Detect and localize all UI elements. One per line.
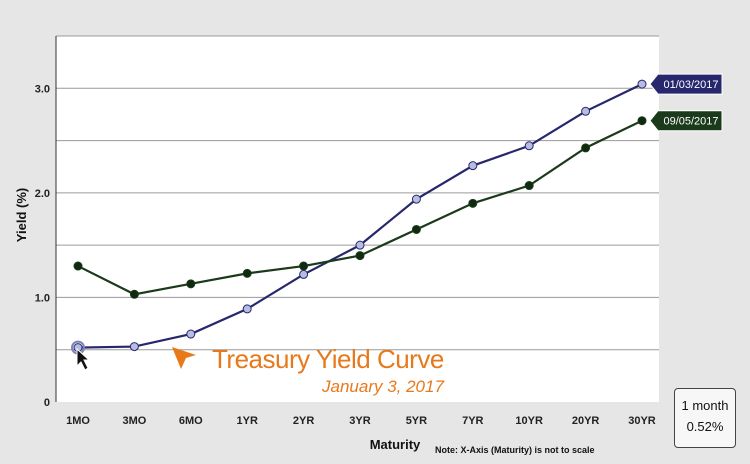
y-tick-label: 3.0 bbox=[35, 83, 50, 95]
data-point[interactable] bbox=[299, 269, 309, 279]
data-point[interactable] bbox=[468, 198, 478, 208]
data-point[interactable] bbox=[355, 240, 365, 250]
data-point[interactable] bbox=[468, 161, 478, 171]
data-point[interactable] bbox=[637, 116, 647, 126]
y-tick-label: 1.0 bbox=[35, 292, 50, 304]
data-point[interactable] bbox=[524, 141, 534, 151]
orange-arrow-icon bbox=[172, 347, 196, 369]
data-point[interactable] bbox=[355, 251, 365, 261]
overlay-subtitle: January 3, 2017 bbox=[321, 377, 444, 396]
data-point[interactable] bbox=[581, 143, 591, 153]
x-tick-label: 1YR bbox=[236, 415, 257, 427]
value-readout: 1 month 0.52% bbox=[674, 388, 736, 448]
series-2 bbox=[73, 116, 647, 299]
x-tick-label: 30YR bbox=[628, 415, 656, 427]
series-tags: 01/03/2017 09/05/2017 bbox=[649, 73, 723, 132]
y-tick-label: 0 bbox=[44, 397, 50, 409]
x-tick-label: 10YR bbox=[515, 415, 543, 427]
data-point[interactable] bbox=[129, 289, 139, 299]
x-tick-label: 2YR bbox=[293, 415, 314, 427]
data-point[interactable] bbox=[186, 329, 196, 339]
series-tag-label: 09/05/2017 bbox=[663, 116, 718, 128]
y-tick-labels: 0 1.0 2.0 3.0 bbox=[35, 83, 50, 409]
x-tick-label: 1MO bbox=[66, 415, 90, 427]
data-point[interactable] bbox=[242, 304, 252, 314]
data-point[interactable] bbox=[186, 279, 196, 289]
series-tag: 09/05/2017 bbox=[649, 110, 723, 132]
readout-value: 0.52% bbox=[686, 419, 724, 434]
x-tick-label: 20YR bbox=[572, 415, 600, 427]
data-point[interactable] bbox=[411, 224, 421, 234]
data-point[interactable] bbox=[242, 268, 252, 278]
x-tick-label: 6MO bbox=[179, 415, 203, 427]
x-tick-label: 3MO bbox=[122, 415, 146, 427]
axis-note: Note: X-Axis (Maturity) is not to scale bbox=[435, 445, 595, 455]
y-axis-title: Yield (%) bbox=[14, 188, 29, 242]
series-1 bbox=[73, 79, 647, 353]
data-point[interactable] bbox=[637, 79, 647, 89]
data-point[interactable] bbox=[411, 194, 421, 204]
data-point[interactable] bbox=[581, 106, 591, 116]
data-point[interactable] bbox=[524, 181, 534, 191]
readout-label: 1 month bbox=[681, 398, 729, 413]
data-point[interactable] bbox=[73, 261, 83, 271]
overlay-title: Treasury Yield Curve bbox=[212, 344, 444, 374]
series-lines bbox=[71, 79, 647, 355]
data-point[interactable] bbox=[129, 342, 139, 352]
overlay-annotation: Treasury Yield Curve January 3, 2017 bbox=[172, 344, 444, 396]
x-tick-labels: 1MO 3MO 6MO 1YR 2YR 3YR 5YR 7YR 10YR 20YR 30YR bbox=[66, 415, 656, 427]
y-tick-label: 2.0 bbox=[35, 188, 50, 200]
x-tick-label: 3YR bbox=[349, 415, 370, 427]
x-tick-label: 5YR bbox=[406, 415, 427, 427]
data-point[interactable] bbox=[299, 261, 309, 271]
mouse-pointer-icon bbox=[76, 347, 91, 371]
series-tag-label: 01/03/2017 bbox=[663, 79, 718, 91]
x-tick-label: 7YR bbox=[462, 415, 483, 427]
series-tag: 01/03/2017 bbox=[649, 73, 723, 95]
x-axis-title: Maturity bbox=[370, 437, 421, 452]
